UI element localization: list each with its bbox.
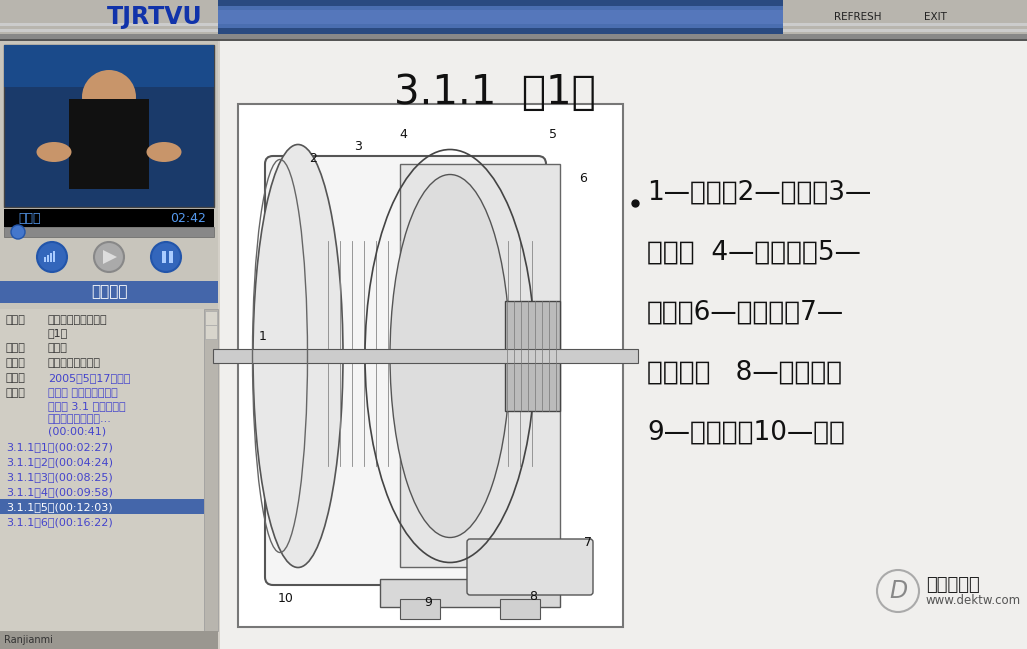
- Text: 10: 10: [278, 593, 294, 606]
- Bar: [204, 309, 218, 631]
- Text: 第二课堂网: 第二课堂网: [926, 576, 980, 594]
- Bar: [0, 0, 218, 34]
- Bar: [4, 45, 214, 207]
- Text: 3.1.1  （1）: 3.1.1 （1）: [393, 73, 596, 113]
- Bar: [505, 301, 560, 411]
- Bar: [205, 311, 217, 325]
- FancyBboxPatch shape: [265, 156, 546, 585]
- Bar: [205, 325, 217, 339]
- Circle shape: [94, 242, 124, 272]
- Text: 7: 7: [584, 535, 592, 548]
- Text: D: D: [889, 579, 907, 603]
- Bar: [47, 255, 49, 262]
- Bar: [0, 41, 218, 649]
- Bar: [162, 251, 166, 263]
- Bar: [783, 23, 1027, 26]
- Text: 电气传动与调速系统: 电气传动与调速系统: [48, 315, 108, 325]
- Bar: [4, 209, 214, 227]
- Text: 索引：: 索引：: [6, 388, 26, 398]
- Text: 主题：: 主题：: [6, 315, 26, 325]
- Text: （1）: （1）: [48, 328, 68, 338]
- Text: 2005年5月17日录制: 2005年5月17日录制: [48, 373, 130, 383]
- Polygon shape: [103, 250, 117, 264]
- Bar: [50, 253, 52, 262]
- Text: TJRTVU: TJRTVU: [107, 5, 202, 29]
- Bar: [44, 257, 46, 262]
- Text: 3.1.1（4）(00:09:58): 3.1.1（4）(00:09:58): [6, 487, 113, 497]
- Bar: [783, 29, 1027, 32]
- Bar: [4, 227, 214, 237]
- Bar: [218, 0, 783, 34]
- Bar: [4, 45, 214, 87]
- Bar: [0, 281, 218, 303]
- Bar: [400, 599, 440, 619]
- Bar: [500, 599, 540, 619]
- Bar: [213, 349, 638, 363]
- Bar: [53, 251, 55, 262]
- Text: (00:00:41): (00:00:41): [48, 427, 106, 437]
- Bar: [238, 104, 623, 627]
- Circle shape: [82, 70, 136, 124]
- Text: 1: 1: [259, 330, 267, 343]
- Text: 第三章 直流电机的原理: 第三章 直流电机的原理: [48, 388, 118, 398]
- Text: 3.1.1（1）(00:02:27): 3.1.1（1）(00:02:27): [6, 442, 113, 452]
- Circle shape: [151, 242, 181, 272]
- Bar: [0, 309, 218, 631]
- Bar: [0, 631, 218, 649]
- Text: 主讲：: 主讲：: [6, 343, 26, 353]
- Text: 3.1.1（5）(00:12:03): 3.1.1（5）(00:12:03): [6, 502, 113, 512]
- Bar: [0, 23, 218, 26]
- Text: 8: 8: [529, 591, 537, 604]
- Bar: [0, 29, 218, 32]
- Circle shape: [11, 225, 25, 239]
- Ellipse shape: [390, 175, 510, 537]
- Text: 3.1.1（6）(00:16:22): 3.1.1（6）(00:16:22): [6, 517, 113, 527]
- Text: REFRESH: REFRESH: [834, 12, 882, 22]
- Bar: [783, 0, 1027, 34]
- Text: Ranjianmi: Ranjianmi: [4, 635, 52, 645]
- Bar: [218, 6, 783, 28]
- Text: 接线板；   8—出线盒；: 接线板； 8—出线盒；: [647, 360, 842, 386]
- Ellipse shape: [253, 145, 343, 567]
- Text: 刘文芳: 刘文芳: [48, 343, 68, 353]
- Text: 2: 2: [309, 153, 317, 165]
- Text: 5: 5: [549, 127, 557, 140]
- Text: 6: 6: [579, 173, 587, 186]
- Circle shape: [37, 242, 67, 272]
- Text: 3.1.1（3）(00:08:25): 3.1.1（3）(00:08:25): [6, 472, 113, 482]
- FancyBboxPatch shape: [467, 539, 593, 595]
- Bar: [0, 34, 1027, 41]
- Text: 1—风扇；2—机座；3—: 1—风扇；2—机座；3—: [647, 180, 871, 206]
- Text: 刘文芳: 刘文芳: [18, 212, 40, 225]
- Text: 4: 4: [400, 127, 407, 140]
- Bar: [0, 39, 1027, 41]
- Text: 3.1.1（2）(00:04:24): 3.1.1（2）(00:04:24): [6, 457, 113, 467]
- Bar: [400, 164, 560, 567]
- Bar: [218, 10, 783, 24]
- Text: 及特性 3.1 直流电机的: 及特性 3.1 直流电机的: [48, 401, 125, 411]
- Bar: [69, 99, 149, 189]
- Text: 电枢；  4—主磁极；5—: 电枢； 4—主磁极；5—: [647, 240, 861, 266]
- Text: 索引目录: 索引目录: [90, 284, 127, 299]
- Text: 3: 3: [354, 140, 362, 153]
- Bar: [220, 41, 1027, 649]
- Text: www.dektw.com: www.dektw.com: [926, 594, 1021, 607]
- Text: 天津电大版权所有: 天津电大版权所有: [48, 358, 101, 368]
- Ellipse shape: [37, 142, 72, 162]
- Bar: [0, 499, 204, 514]
- Text: 刷架；6—换向器；7—: 刷架；6—换向器；7—: [647, 300, 844, 326]
- Bar: [380, 579, 560, 607]
- Text: 基本结构和工作原...: 基本结构和工作原...: [48, 414, 112, 424]
- Bar: [169, 251, 173, 263]
- Text: 02:42: 02:42: [170, 212, 206, 225]
- Text: EXIT: EXIT: [923, 12, 947, 22]
- Ellipse shape: [147, 142, 182, 162]
- Text: 版权：: 版权：: [6, 358, 26, 368]
- Text: 描述：: 描述：: [6, 373, 26, 383]
- Text: 9—换向极；10—端盖: 9—换向极；10—端盖: [647, 420, 845, 446]
- Text: 9: 9: [424, 596, 432, 609]
